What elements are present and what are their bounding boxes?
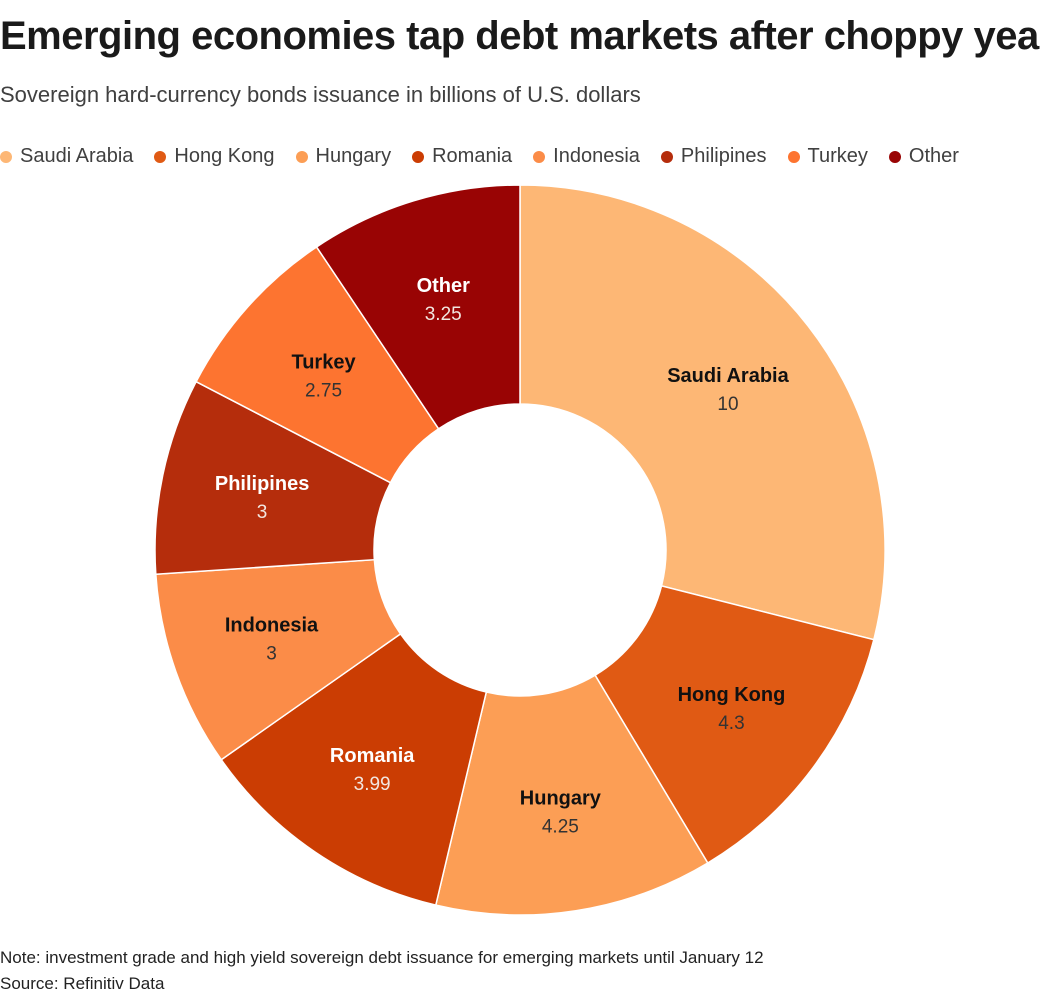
slice-value-label: 4.3 — [718, 713, 744, 734]
chart-title: Emerging economies tap debt markets afte… — [0, 14, 1041, 58]
donut-slice — [594, 584, 875, 865]
legend-swatch — [533, 150, 546, 163]
legend-label: Saudi Arabia — [20, 145, 134, 167]
legend-label: Turkey — [807, 145, 868, 167]
legend-swatch — [660, 150, 673, 163]
donut-slice — [155, 558, 402, 761]
slice-value-label: 3.25 — [425, 304, 462, 325]
donut-slice — [315, 184, 521, 430]
donut-slice — [519, 184, 886, 641]
legend-label: Hungary — [315, 145, 392, 167]
legend-label: Hong Kong — [174, 145, 275, 167]
legend-item: Other — [888, 145, 959, 168]
chart-source: Source: Refinitiv Data — [0, 974, 165, 993]
legend-item: Hong Kong — [154, 145, 275, 168]
legend-swatch — [0, 150, 12, 163]
donut-slice — [220, 632, 488, 907]
legend-swatch — [888, 150, 901, 163]
chart-legend: Saudi Arabia Hong Kong Hungary Romania Indon… — [0, 145, 980, 168]
slice-value-label: 2.75 — [305, 380, 342, 401]
legend-item: Philipines — [660, 145, 767, 168]
donut-chart: Saudi Arabia 10 Hong Kong 4.3 Hungary 4.25 Rom… — [154, 184, 886, 916]
slice-value-label: 10 — [717, 394, 738, 415]
slice-label: Hong Kong — [678, 684, 786, 706]
legend-item: Hungary — [295, 145, 392, 168]
legend-swatch — [412, 150, 425, 163]
slice-value-label: 3 — [266, 644, 277, 665]
slice-label: Romania — [330, 745, 415, 767]
chart-subtitle: Sovereign hard-currency bonds issuance i… — [0, 82, 641, 107]
donut-slice — [154, 380, 392, 576]
slice-value-label: 3.99 — [354, 774, 391, 795]
legend-swatch — [154, 150, 167, 163]
slice-label: Saudi Arabia — [667, 365, 789, 387]
slice-label: Turkey — [291, 351, 356, 373]
slice-label: Hungary — [520, 787, 602, 809]
legend-label: Philipines — [680, 145, 767, 167]
legend-swatch — [295, 150, 308, 163]
legend-label: Romania — [432, 145, 513, 167]
legend-item: Indonesia — [533, 145, 640, 168]
legend-label: Other — [908, 145, 959, 167]
legend-label: Indonesia — [553, 145, 640, 167]
slice-label: Other — [417, 275, 471, 297]
legend-swatch — [787, 150, 800, 163]
chart-note: Note: investment grade and high yield so… — [0, 948, 764, 967]
slice-value-label: 4.25 — [542, 816, 579, 837]
legend-item: Turkey — [787, 145, 868, 168]
slice-value-label: 3 — [257, 502, 268, 523]
legend-item: Saudi Arabia — [0, 145, 133, 168]
legend-item: Romania — [412, 145, 512, 168]
donut-slice — [434, 674, 709, 916]
slice-label: Indonesia — [225, 615, 319, 637]
slice-label: Philipines — [215, 473, 309, 495]
